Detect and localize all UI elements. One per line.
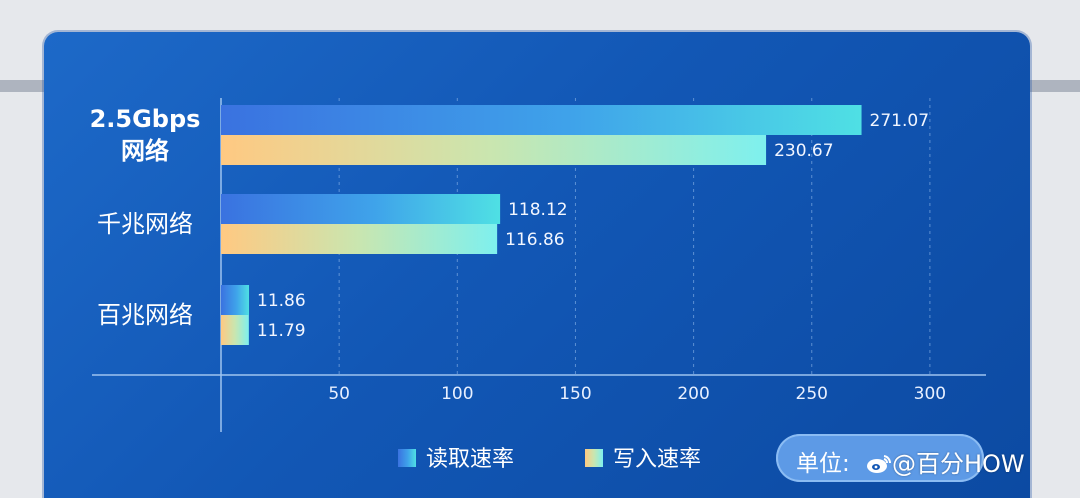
category-label: 千兆网络 bbox=[97, 210, 193, 238]
bar bbox=[221, 135, 767, 165]
bar bbox=[221, 105, 862, 135]
bar bbox=[221, 285, 250, 315]
legend-label: 写入速率 bbox=[613, 447, 701, 472]
x-tick-label: 250 bbox=[796, 384, 828, 404]
x-tick-label: 50 bbox=[328, 384, 350, 404]
bar bbox=[221, 194, 501, 224]
legend-swatch bbox=[585, 449, 603, 467]
data-label: 271.07 bbox=[870, 111, 929, 131]
legend-swatch bbox=[398, 449, 416, 467]
x-tick-label: 100 bbox=[441, 384, 473, 404]
category-label: 网络 bbox=[121, 137, 169, 165]
legend: 读取速率 写入速率 bbox=[398, 447, 701, 472]
legend-label: 读取速率 bbox=[426, 447, 514, 472]
x-tick-label: 200 bbox=[677, 384, 709, 404]
data-label: 116.86 bbox=[505, 230, 564, 250]
watermark-text: @百分HOW bbox=[892, 450, 1025, 478]
category-label: 2.5Gbps bbox=[90, 105, 201, 133]
unit-label: 单位: bbox=[796, 451, 850, 477]
bars bbox=[221, 105, 862, 345]
x-tick-label: 150 bbox=[559, 384, 591, 404]
data-label: 118.12 bbox=[508, 200, 567, 220]
weibo-icon bbox=[866, 452, 892, 473]
data-label: 230.67 bbox=[774, 141, 833, 161]
unit-badge bbox=[776, 434, 984, 482]
x-tick-label: 300 bbox=[914, 384, 946, 404]
category-label: 百兆网络 bbox=[97, 301, 193, 329]
bar bbox=[221, 224, 498, 254]
data-label: 11.79 bbox=[257, 321, 306, 341]
labels: 50 100 150 200 250 300 271.07 230.67 2.5Gbps 网络 11… bbox=[90, 105, 947, 404]
data-label: 11.86 bbox=[257, 291, 306, 311]
bar bbox=[221, 315, 249, 345]
watermark: @百分HOW bbox=[866, 444, 1025, 479]
